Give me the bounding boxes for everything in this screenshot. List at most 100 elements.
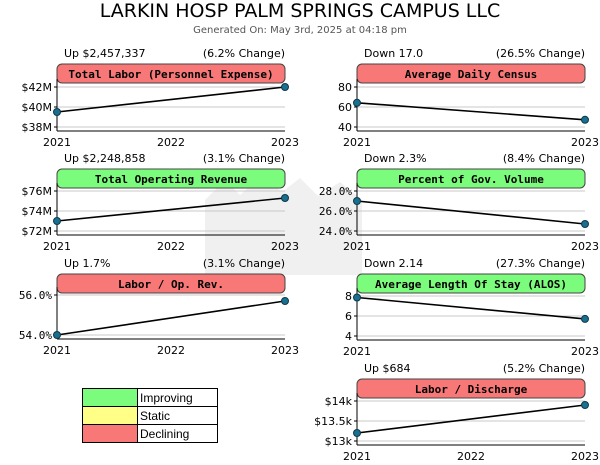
chart-3-xtick-label-2: 2022: [157, 240, 185, 253]
chart-6-point-end: [581, 314, 589, 323]
chart-2-point-start: [353, 98, 361, 107]
chart-4-point-end: [581, 220, 589, 228]
chart-1-xtick-label-2: 2022: [157, 136, 185, 149]
chart-3-point-start: [53, 217, 61, 225]
chart-7-ytick-label-2: $13.5k: [314, 415, 352, 428]
chart-4-ytick-label-3: 28.0%: [319, 185, 352, 198]
chart-6-header-bar: [356, 273, 586, 294]
chart-4-ytick-label-1: 24.0%: [319, 225, 352, 238]
legend-row-static: Static: [82, 406, 218, 425]
chart-6-change-percent: (27.3% Change): [496, 257, 585, 270]
watermark-icon: [205, 175, 362, 275]
chart-7-change-percent: (5.2% Change): [503, 362, 585, 375]
chart-4-xtick-label-1: 2021: [343, 240, 371, 253]
chart-3-ytick-label-3: $76M: [22, 185, 53, 198]
chart-1-title: Total Labor (Personnel Expense): [68, 68, 273, 81]
chart-7-title: Labor / Discharge: [415, 383, 528, 396]
legend-label-declining: Declining: [137, 424, 218, 443]
chart-1-ytick-label-1: $38M: [22, 121, 53, 134]
chart-2-change-percent: (26.5% Change): [496, 47, 585, 60]
chart-3-ytick-label-1: $72M: [22, 225, 53, 238]
chart-2-xtick-label-2: 2023: [571, 136, 599, 149]
chart-5-xtick-label-1: 2021: [43, 344, 71, 357]
chart-5-xtick-label-2: 2022: [157, 344, 185, 357]
chart-1-ytick-label-3: $42M: [22, 81, 53, 94]
chart-3-change-percent: (3.1% Change): [203, 152, 285, 165]
generated-timestamp: Generated On: May 3rd, 2025 at 04:18 pm: [193, 25, 407, 36]
chart-3-ytick-label-2: $74M: [22, 205, 53, 218]
chart-5-ytick-label-2: 56.0%: [19, 289, 52, 302]
chart-2-series-line: [356, 102, 586, 121]
chart-1-series-line: [56, 86, 286, 113]
chart-7-point-start: [353, 429, 361, 437]
chart-1-xtick-label-3: 2023: [271, 136, 299, 149]
chart-3-xtick-label-1: 2021: [43, 240, 71, 253]
chart-3-point-end: [281, 194, 289, 202]
chart-5-xtick-label-3: 2023: [271, 344, 299, 357]
chart-4-xtick-label-2: 2023: [571, 240, 599, 253]
chart-3-change-amount: Up $2,248,858: [64, 152, 146, 165]
chart-3-title: Total Operating Revenue: [95, 173, 248, 186]
chart-1-point-end: [281, 83, 289, 91]
chart-1-ytick-label-2: $40M: [22, 101, 53, 114]
chart-5-title: Labor / Op. Rev.: [118, 278, 224, 291]
chart-7-point-end: [581, 401, 589, 409]
chart-7-ytick-label-1: $13k: [325, 435, 353, 448]
chart-6-ytick-label-3: 8: [345, 290, 352, 303]
chart-7-change-amount: Up $684: [364, 362, 411, 375]
chart-4-title: Percent of Gov. Volume: [398, 173, 544, 186]
chart-4-change-percent: (8.4% Change): [503, 152, 585, 165]
chart-3-header-bar: [56, 168, 286, 189]
chart-5-change-amount: Up 1.7%: [64, 257, 110, 270]
chart-2-title: Average Daily Census: [405, 68, 537, 81]
charts-group: Up $2,457,337 (6.2% Change) Total Labor (P…: [19, 47, 599, 463]
legend-label-improving: Improving: [137, 388, 218, 407]
chart-7-xtick-label-2: 2022: [457, 450, 485, 463]
chart-4-ytick-label-2: 26.0%: [319, 205, 352, 218]
chart-5-header-bar: [56, 273, 286, 294]
chart-6-xtick-label-1: 2021: [343, 345, 371, 358]
chart-1-point-start: [53, 108, 61, 116]
chart-2-change-amount: Down 17.0: [364, 47, 423, 60]
page-title: LARKIN HOSP PALM SPRINGS CAMPUS LLC: [100, 0, 501, 22]
chart-5-series-line: [56, 300, 286, 336]
chart-5-point-end: [281, 297, 289, 305]
chart-7-ytick-label-3: $14k: [325, 395, 353, 408]
chart-3-xtick-label-3: 2023: [271, 240, 299, 253]
chart-7-xtick-label-1: 2021: [343, 450, 371, 463]
chart-2-ytick-label-3: 80: [338, 81, 352, 94]
chart-1-xtick-label-1: 2021: [43, 136, 71, 149]
chart-6-title: Average Length Of Stay (ALOS): [375, 278, 567, 291]
chart-6-ytick-label-1: 4: [345, 330, 352, 343]
legend-row-declining: Declining: [82, 424, 218, 443]
chart-5-ytick-label-1: 54.0%: [19, 329, 52, 342]
chart-7-xtick-label-3: 2023: [571, 450, 599, 463]
chart-6-change-amount: Down 2.14: [364, 257, 423, 270]
chart-3-series-line: [56, 197, 286, 222]
legend-swatch-static: [82, 406, 138, 425]
chart-5-change-percent: (3.1% Change): [203, 257, 285, 270]
chart-7-header-bar: [356, 378, 586, 399]
status-legend: Improving Static Declining: [82, 388, 218, 443]
chart-2-ytick-label-1: 40: [338, 121, 352, 134]
chart-5-point-start: [53, 331, 61, 339]
chart-4-header-bar: [356, 168, 586, 189]
chart-6-xtick-label-2: 2023: [571, 345, 599, 358]
chart-4-point-start: [353, 197, 361, 205]
legend-row-improving: Improving: [82, 388, 218, 407]
chart-2-header-bar: [356, 63, 586, 84]
chart-7-series-line: [356, 404, 586, 434]
chart-2-ytick-label-2: 60: [338, 101, 352, 114]
chart-6-point-start: [353, 293, 361, 302]
chart-1-change-percent: (6.2% Change): [203, 47, 285, 60]
legend-label-static: Static: [137, 406, 218, 425]
chart-6-series-line: [356, 296, 586, 320]
legend-swatch-declining: [82, 424, 138, 443]
chart-1-header-bar: [56, 63, 286, 84]
chart-6-ytick-label-2: 6: [345, 310, 352, 323]
chart-1-change-amount: Up $2,457,337: [64, 47, 146, 60]
chart-2-xtick-label-1: 2021: [343, 136, 371, 149]
legend-swatch-improving: [82, 388, 138, 407]
chart-2-point-end: [581, 115, 589, 124]
